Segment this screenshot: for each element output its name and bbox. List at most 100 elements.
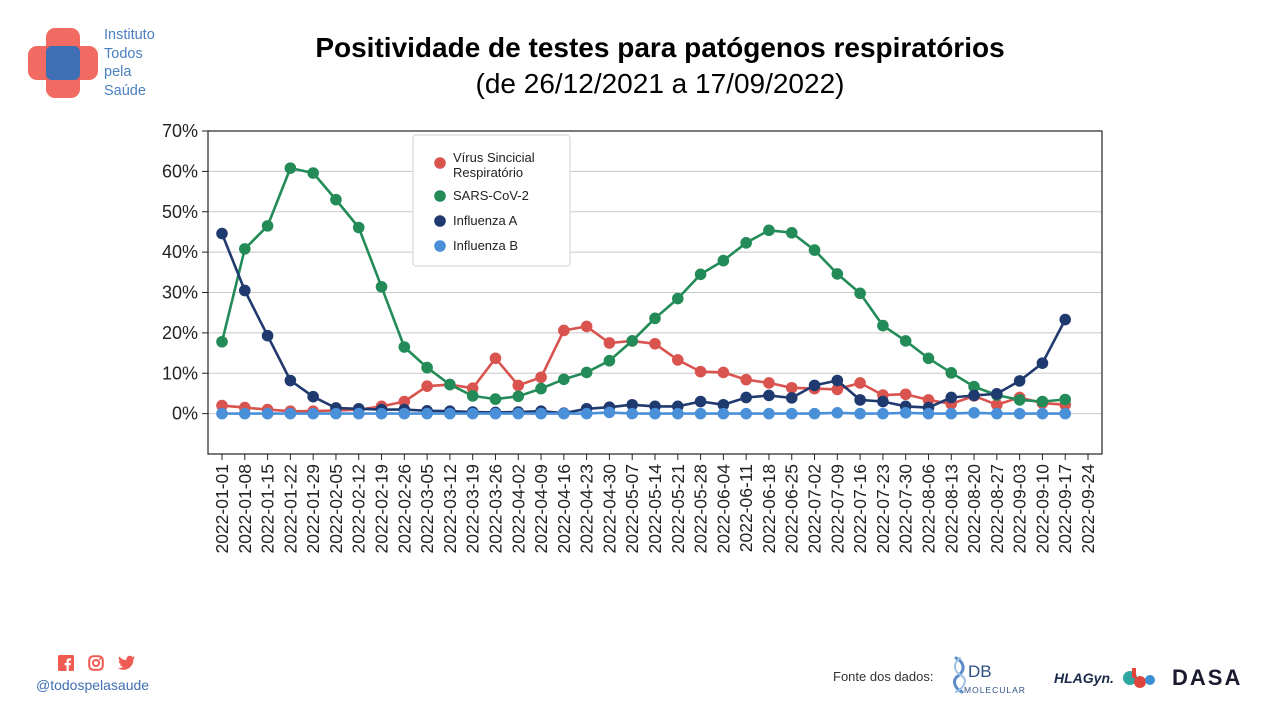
data-point (1013, 394, 1026, 406)
twitter-icon[interactable] (118, 655, 136, 676)
data-point (968, 389, 980, 402)
facebook-icon[interactable] (58, 655, 74, 676)
data-point (421, 407, 433, 420)
series-2 (216, 227, 1072, 420)
data-point (580, 407, 593, 420)
data-point (831, 383, 844, 396)
data-point (558, 407, 570, 420)
legend-label: Respiratório (453, 165, 523, 180)
x-tick-label: 2022-01-29 (303, 464, 323, 554)
data-point (808, 407, 821, 420)
plot-frame (207, 130, 1103, 455)
x-tick-label: 2022-03-12 (440, 464, 460, 554)
x-tick-label: 2022-07-30 (896, 464, 916, 554)
data-point (444, 378, 456, 391)
data-point (1059, 407, 1072, 420)
data-point (785, 392, 798, 404)
x-tick-label: 2022-05-28 (691, 464, 711, 554)
social-handle[interactable]: @todospelasaude (36, 677, 150, 693)
data-point (991, 398, 1003, 411)
series-3 (216, 406, 1072, 420)
y-tick-label: 20% (162, 323, 198, 343)
y-tick-label: 10% (162, 363, 198, 383)
data-point (694, 365, 707, 378)
data-point (740, 237, 752, 249)
series-line (220, 233, 1067, 415)
data-point (763, 389, 775, 402)
data-point (580, 320, 593, 333)
legend-label: Influenza A (453, 213, 518, 228)
data-point (444, 407, 456, 420)
data-point (763, 407, 775, 420)
x-tick-label: 2022-09-17 (1055, 464, 1075, 554)
x-tick-label: 2022-02-12 (349, 464, 369, 554)
x-tick-label: 2022-05-14 (645, 464, 665, 554)
x-tick-label: 2022-06-04 (713, 464, 733, 554)
series-line (222, 411, 1066, 415)
data-point (330, 407, 342, 420)
legend-label: Influenza B (453, 238, 518, 253)
data-point (649, 407, 661, 420)
data-point (375, 281, 388, 293)
x-tick-label: 2022-09-03 (1010, 464, 1030, 554)
cross-logo-icon (28, 28, 98, 98)
dasa-logo: DASA (1172, 665, 1242, 690)
data-point (1036, 395, 1049, 408)
data-point (968, 407, 980, 419)
data-point (763, 224, 775, 237)
x-tick-label: 2022-03-26 (485, 464, 505, 554)
x-tick-label: 2022-08-06 (918, 464, 938, 554)
db-letters: DB (968, 662, 992, 681)
data-point (261, 220, 274, 232)
data-point (671, 354, 684, 366)
x-tick-label: 2022-04-09 (531, 464, 551, 554)
logo-line: Instituto (104, 27, 155, 43)
data-point (694, 395, 707, 408)
data-point (261, 329, 274, 342)
y-tick-label: 70% (162, 121, 198, 141)
legend-marker (434, 157, 446, 169)
data-point (603, 337, 616, 349)
series-line (220, 166, 1066, 403)
instagram-icon[interactable] (88, 655, 104, 676)
data-point (284, 407, 297, 420)
data-point (717, 398, 730, 411)
data-point (968, 380, 980, 393)
data-point (1036, 407, 1049, 420)
data-point (375, 407, 388, 420)
data-point (899, 388, 912, 401)
data-point (854, 377, 866, 389)
x-axis: 2022-01-01 2022-01-08 2022-01-15 2022-01-22… (212, 454, 1098, 554)
x-tick-label: 2022-03-19 (463, 464, 483, 554)
x-tick-label: 2022-07-09 (827, 464, 847, 554)
dasa-text: DASA (1172, 665, 1242, 690)
data-point (1036, 357, 1049, 369)
y-tick-label: 50% (162, 202, 198, 222)
data-point (1059, 313, 1072, 326)
data-point (398, 341, 411, 353)
data-point (512, 407, 525, 420)
y-tick-label: 30% (162, 283, 198, 303)
data-point (535, 382, 547, 395)
data-point (489, 352, 502, 365)
data-point (877, 395, 889, 408)
data-point (238, 284, 251, 297)
data-point (785, 381, 798, 394)
hlagyn-text: HLAGyn. (1054, 670, 1114, 686)
data-point (763, 377, 775, 389)
data-point (352, 407, 365, 420)
data-point (854, 394, 866, 406)
data-point (216, 335, 228, 348)
data-point (307, 407, 319, 420)
x-tick-label: 2022-07-02 (805, 464, 825, 554)
logo-text: Instituto Todos pela Saúde (104, 26, 155, 100)
data-point (307, 390, 319, 403)
x-tick-label: 2022-02-05 (326, 464, 346, 554)
data-point (466, 390, 479, 402)
data-point (945, 407, 958, 420)
data-point (922, 352, 935, 365)
data-point (261, 407, 274, 420)
y-tick-label: 40% (162, 242, 198, 262)
data-point (694, 268, 707, 281)
